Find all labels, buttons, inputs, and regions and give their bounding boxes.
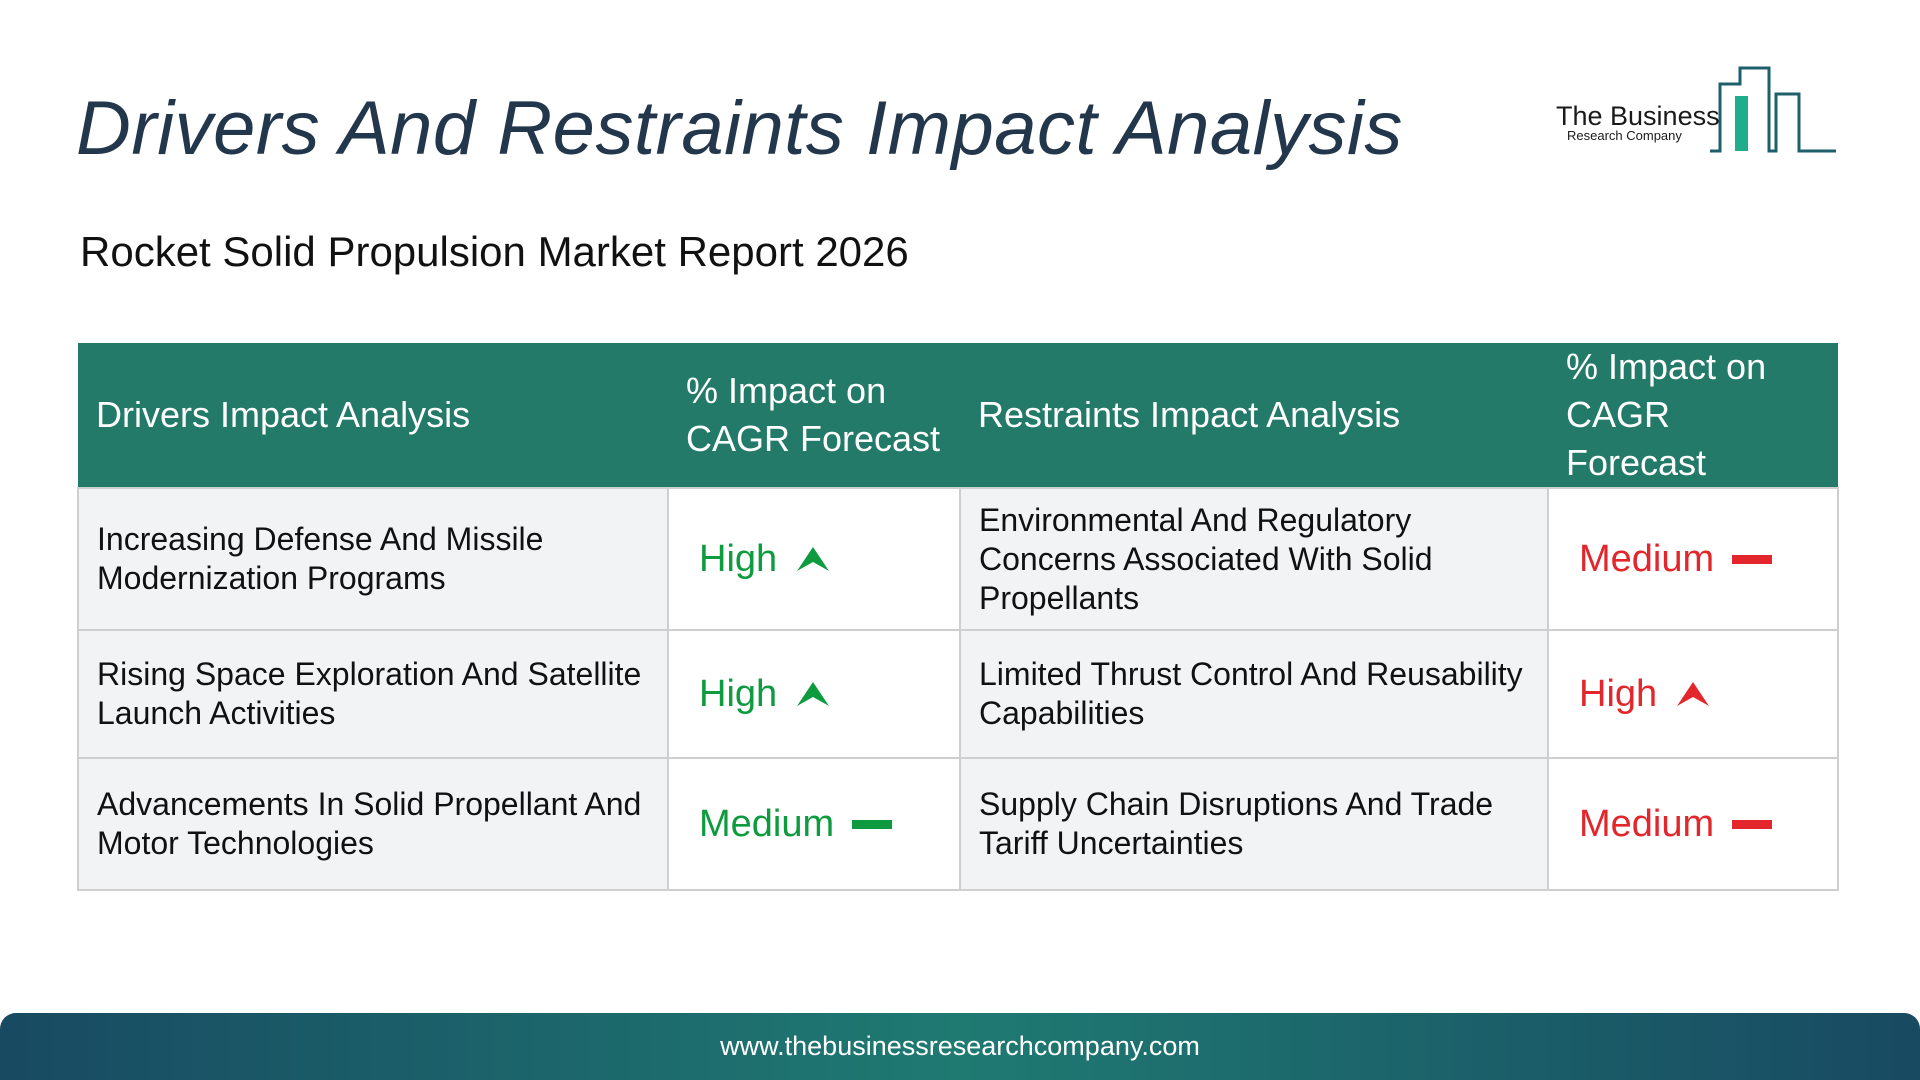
- impact-table: Drivers Impact Analysis % Impact on CAGR…: [77, 343, 1839, 891]
- table-row: Increasing Defense And Missile Moderniza…: [77, 487, 1839, 631]
- driver-impact-label: High: [699, 673, 778, 715]
- restraints-impact-header-line2: CAGR Forecast: [1566, 394, 1707, 483]
- drivers-impact-header: % Impact on CAGR Forecast: [668, 343, 960, 488]
- driver-impact-cell: High: [667, 487, 961, 631]
- arrow-up-icon: [1677, 682, 1710, 706]
- driver-cell: Increasing Defense And Missile Moderniza…: [77, 487, 669, 631]
- page-title: Drivers And Restraints Impact Analysis: [76, 86, 1403, 171]
- restraints-header: Restraints Impact Analysis: [960, 343, 1548, 488]
- driver-impact: High: [699, 672, 831, 716]
- arrow-up-icon: [797, 547, 830, 571]
- restraint-cell: Limited Thrust Control And Reusability C…: [959, 629, 1549, 759]
- table-row: Rising Space Exploration And Satellite L…: [77, 629, 1839, 759]
- table-row: Advancements In Solid Propellant And Mot…: [77, 757, 1839, 891]
- footer-url-link[interactable]: www.thebusinessresearchcompany.com: [720, 1031, 1200, 1061]
- dash-icon: [1732, 554, 1773, 564]
- restraint-cell: Environmental And Regulatory Concerns As…: [959, 487, 1549, 631]
- restraint-impact-label: Medium: [1579, 803, 1715, 845]
- driver-impact-cell: High: [667, 629, 961, 759]
- restraint-impact-label: High: [1579, 673, 1658, 715]
- restraint-impact-cell: Medium: [1547, 487, 1839, 631]
- restraints-impact-header: % Impact on CAGR Forecast: [1548, 343, 1838, 488]
- dash-icon: [1732, 819, 1773, 829]
- logo-subtitle: Research Company: [1567, 128, 1682, 143]
- dash-icon: [852, 819, 893, 829]
- arrow-up-icon: [797, 682, 830, 706]
- driver-impact: High: [699, 537, 831, 581]
- driver-impact: Medium: [699, 802, 893, 846]
- drivers-impact-header-line2: CAGR Forecast: [686, 418, 941, 459]
- restraint-cell: Supply Chain Disruptions And Trade Tarif…: [959, 757, 1549, 891]
- restraint-impact-cell: High: [1547, 629, 1839, 759]
- restraints-impact-header-line1: % Impact on: [1566, 346, 1767, 387]
- restraint-impact: Medium: [1579, 537, 1773, 581]
- company-logo: The Business Research Company: [1550, 66, 1840, 156]
- restraint-impact: High: [1579, 672, 1711, 716]
- table-header-row: Drivers Impact Analysis % Impact on CAGR…: [78, 343, 1838, 488]
- report-subtitle: Rocket Solid Propulsion Market Report 20…: [80, 228, 909, 275]
- driver-impact-cell: Medium: [667, 757, 961, 891]
- logo-name: The Business: [1556, 101, 1720, 131]
- restraint-impact: Medium: [1579, 802, 1773, 846]
- restraint-impact-cell: Medium: [1547, 757, 1839, 891]
- restraint-impact-label: Medium: [1579, 538, 1715, 580]
- drivers-impact-header-line1: % Impact on: [686, 370, 887, 411]
- bar-chart-logo-icon: [1710, 66, 1836, 153]
- driver-impact-label: High: [699, 538, 778, 580]
- driver-impact-label: Medium: [699, 803, 835, 845]
- driver-cell: Advancements In Solid Propellant And Mot…: [77, 757, 669, 891]
- driver-cell: Rising Space Exploration And Satellite L…: [77, 629, 669, 759]
- footer-bar: www.thebusinessresearchcompany.com: [0, 1013, 1920, 1080]
- drivers-header: Drivers Impact Analysis: [78, 343, 668, 488]
